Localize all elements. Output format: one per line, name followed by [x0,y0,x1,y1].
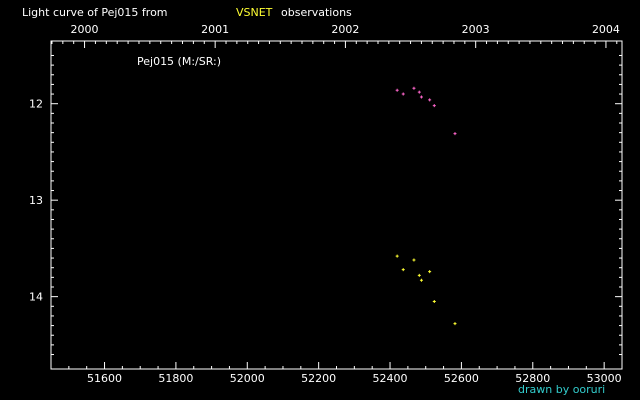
x-tick-label: 52200 [301,372,336,385]
x-tick-label: 52400 [373,372,408,385]
data-point [417,273,421,277]
year-label: 2000 [71,23,99,36]
x-tick-label: 52600 [444,372,479,385]
x-tick-label: 51600 [87,372,122,385]
data-point [395,254,399,258]
y-tick-label: 12 [29,98,43,111]
data-point [417,90,421,94]
data-point [395,88,399,92]
data-point [401,92,405,96]
data-point [432,104,436,108]
data-point [412,258,416,262]
year-label: 2004 [592,23,620,36]
chart-title-source: VSNET [236,6,273,19]
y-tick-label: 13 [29,194,43,207]
x-tick-label: 51800 [158,372,193,385]
year-label: 2001 [201,23,229,36]
data-point [428,98,432,102]
data-point [401,268,405,272]
data-point [428,270,432,274]
data-point [432,299,436,303]
series-annotation: Pej015 (M:/SR:) [137,55,221,68]
chart-title-suffix: observations [281,6,352,19]
x-tick-label: 52000 [230,372,265,385]
y-tick-label: 14 [29,291,43,304]
x-tick-label: 52800 [515,372,550,385]
plot-frame [50,40,623,370]
data-point [419,278,423,282]
data-point [412,86,416,90]
data-point [419,95,423,99]
data-point [453,322,457,326]
credit-text: drawn by ooruri [518,383,605,396]
x-tick-label: 53000 [587,372,622,385]
year-label: 2002 [331,23,359,36]
year-label: 2003 [462,23,490,36]
chart-title-prefix: Light curve of Pej015 from [22,6,168,19]
data-point [453,132,457,136]
